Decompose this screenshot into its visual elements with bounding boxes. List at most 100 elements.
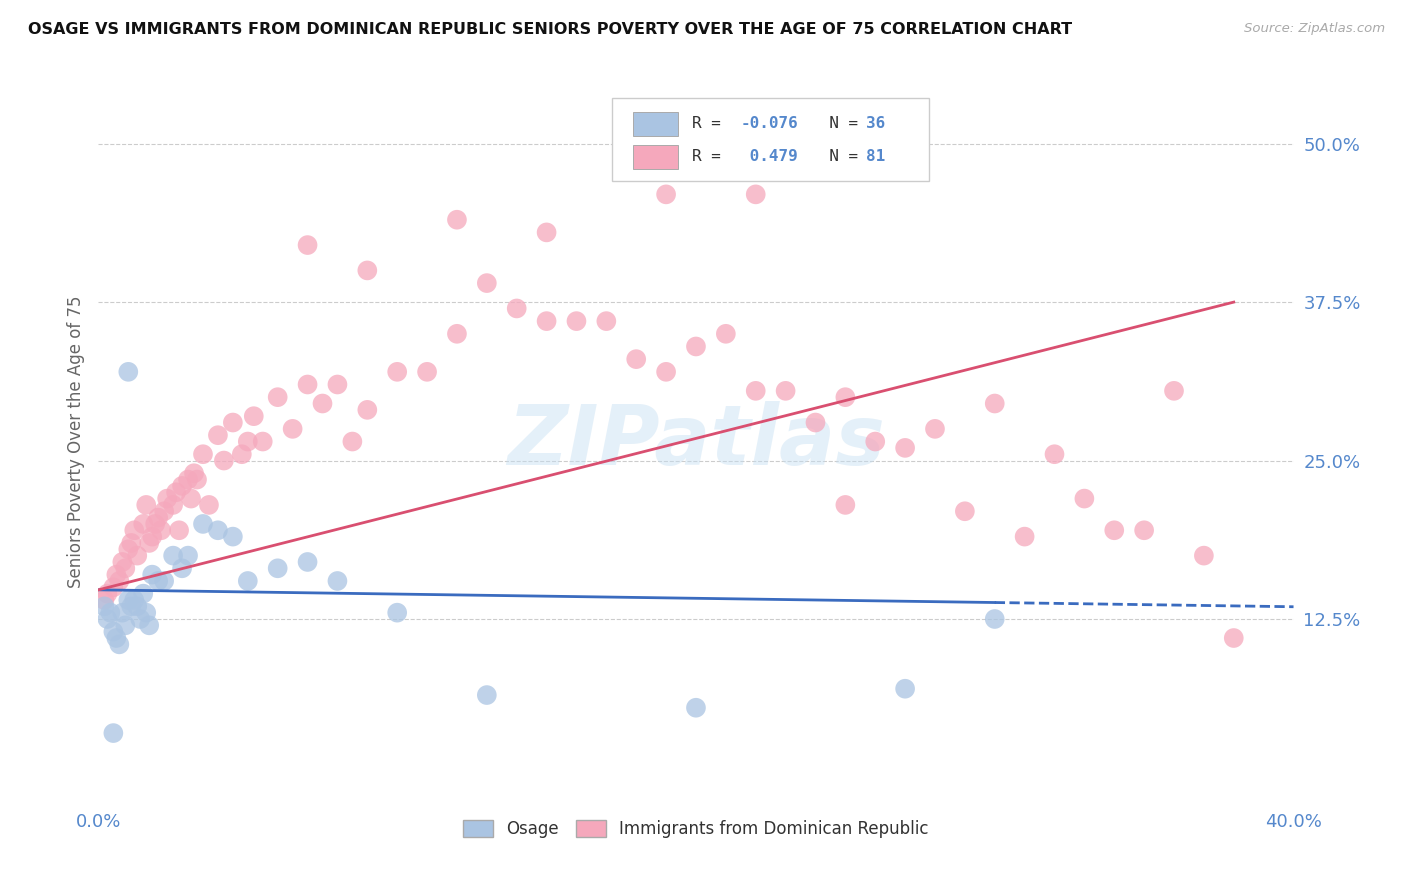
- Point: [156, 491, 179, 506]
- Point: [1223, 631, 1246, 645]
- Point: [506, 301, 529, 316]
- Point: [111, 606, 134, 620]
- Point: [252, 434, 274, 449]
- Point: [177, 549, 200, 563]
- Point: [297, 555, 319, 569]
- Point: [475, 276, 498, 290]
- Point: [775, 384, 797, 398]
- Point: [953, 504, 976, 518]
- Point: [834, 390, 856, 404]
- Point: [356, 263, 378, 277]
- Point: [96, 612, 118, 626]
- Point: [342, 434, 364, 449]
- Point: [93, 599, 115, 614]
- Point: [311, 396, 333, 410]
- Point: [536, 226, 558, 240]
- Point: [231, 447, 253, 461]
- Point: [212, 453, 235, 467]
- Point: [536, 314, 558, 328]
- Point: [894, 441, 917, 455]
- Point: [222, 530, 245, 544]
- Point: [105, 567, 128, 582]
- Point: [153, 504, 176, 518]
- Point: [127, 549, 149, 563]
- Point: [655, 365, 678, 379]
- Point: [475, 688, 498, 702]
- Point: [132, 587, 155, 601]
- Point: [129, 612, 152, 626]
- Point: [103, 580, 125, 594]
- Point: [745, 187, 768, 202]
- Point: [165, 485, 187, 500]
- Point: [98, 606, 122, 620]
- Point: [626, 352, 648, 367]
- Point: [120, 599, 142, 614]
- Point: [834, 498, 856, 512]
- Point: [207, 428, 229, 442]
- Point: [114, 561, 136, 575]
- Point: [172, 479, 194, 493]
- Text: R =: R =: [692, 149, 731, 164]
- Point: [167, 523, 190, 537]
- Point: [385, 606, 409, 620]
- Point: [111, 555, 134, 569]
- Y-axis label: Seniors Poverty Over the Age of 75: Seniors Poverty Over the Age of 75: [66, 295, 84, 588]
- Point: [222, 416, 245, 430]
- Point: [326, 377, 349, 392]
- Point: [1014, 530, 1036, 544]
- Point: [172, 561, 194, 575]
- Point: [685, 700, 707, 714]
- Point: [153, 574, 176, 588]
- Text: 0.479: 0.479: [740, 149, 799, 164]
- Text: R =: R =: [692, 116, 731, 131]
- Point: [984, 612, 1007, 626]
- Point: [143, 516, 166, 531]
- Point: [356, 402, 378, 417]
- FancyBboxPatch shape: [613, 98, 929, 181]
- Point: [132, 516, 155, 531]
- Point: [117, 593, 139, 607]
- Point: [162, 498, 184, 512]
- Point: [865, 434, 887, 449]
- Point: [141, 567, 163, 582]
- Point: [565, 314, 588, 328]
- Point: [894, 681, 917, 696]
- Point: [236, 574, 259, 588]
- Point: [243, 409, 266, 424]
- Point: [297, 238, 319, 252]
- Legend: Osage, Immigrants from Dominican Republic: Osage, Immigrants from Dominican Republi…: [457, 814, 935, 845]
- Point: [655, 187, 678, 202]
- Point: [1073, 491, 1095, 506]
- Point: [207, 523, 229, 537]
- Point: [135, 498, 157, 512]
- Point: [326, 574, 349, 588]
- Point: [714, 326, 737, 341]
- Point: [103, 624, 125, 639]
- Point: [124, 523, 146, 537]
- Bar: [633, 112, 678, 136]
- Point: [150, 523, 173, 537]
- Point: [446, 326, 468, 341]
- Point: [120, 536, 142, 550]
- Point: [93, 593, 115, 607]
- Text: -0.076: -0.076: [740, 116, 799, 131]
- Text: ZIPatlas: ZIPatlas: [508, 401, 884, 482]
- Point: [177, 473, 200, 487]
- Point: [385, 365, 409, 379]
- Point: [114, 618, 136, 632]
- Point: [141, 530, 163, 544]
- Point: [148, 510, 170, 524]
- Point: [685, 149, 707, 163]
- Point: [267, 390, 290, 404]
- Point: [191, 516, 214, 531]
- Point: [1133, 523, 1156, 537]
- Point: [416, 365, 439, 379]
- Point: [103, 726, 125, 740]
- Point: [236, 434, 259, 449]
- Point: [745, 384, 768, 398]
- Point: [1192, 549, 1215, 563]
- Point: [117, 542, 139, 557]
- Point: [297, 377, 319, 392]
- Text: OSAGE VS IMMIGRANTS FROM DOMINICAN REPUBLIC SENIORS POVERTY OVER THE AGE OF 75 C: OSAGE VS IMMIGRANTS FROM DOMINICAN REPUB…: [28, 22, 1073, 37]
- Point: [1163, 384, 1185, 398]
